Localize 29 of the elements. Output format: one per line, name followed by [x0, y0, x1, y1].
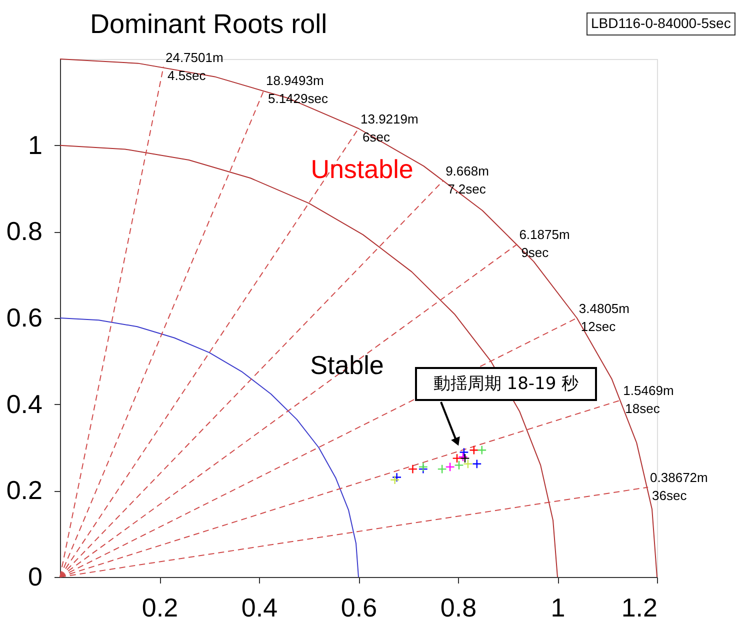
x-tick-label: 0.6: [340, 592, 378, 622]
x-tick-label: 0.4: [241, 592, 278, 622]
annotation: 6.1875m: [519, 227, 570, 242]
x-tick-label: 0.2: [142, 592, 178, 622]
series-label: 36sec: [652, 488, 688, 504]
annotation: 18.9493m: [266, 73, 324, 88]
series-label: 12sec: [580, 319, 616, 334]
y-tick-label: 0.2: [6, 475, 42, 506]
y-tick-label: 0.4: [6, 388, 42, 419]
y-tick-label: 1: [28, 130, 42, 160]
chart-title: Dominant Roots roll: [90, 9, 328, 39]
annotation: 1.5469m: [623, 383, 674, 398]
annotation: 24.7501m: [165, 50, 224, 65]
annotation: 13.9219m: [360, 112, 418, 126]
series-label: 4.5sec: [167, 68, 206, 83]
text: LBD116-0-84000-5sec: [591, 15, 731, 31]
annotation: Stable: [310, 350, 384, 380]
annotation: 9.668m: [446, 163, 489, 178]
annotation: 動揺周期 18-19 秒: [433, 374, 579, 394]
annotation: 0.38672m: [650, 470, 708, 486]
y-tick-label: 0.6: [6, 302, 42, 332]
x-tick-label: 0.8: [440, 592, 477, 622]
annotation: 3.4805m: [578, 301, 630, 316]
series-label: 18sec: [625, 401, 660, 416]
y-tick-label: 0.8: [6, 216, 42, 246]
annotation: Unstable: [310, 154, 414, 184]
x-tick-label: 1: [550, 592, 566, 622]
y-tick-label: 0: [28, 562, 42, 592]
x-tick-label: 1.2: [621, 592, 658, 622]
